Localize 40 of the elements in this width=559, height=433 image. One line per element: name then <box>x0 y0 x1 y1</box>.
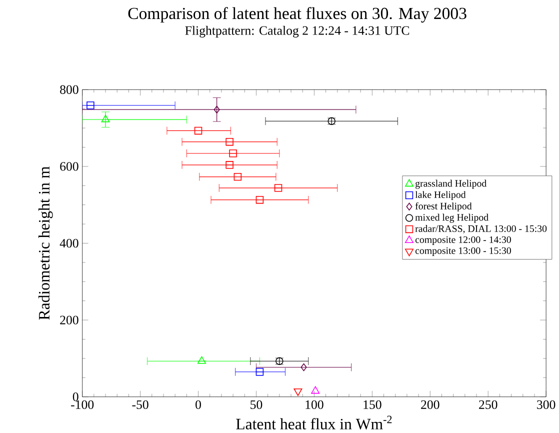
y-tick-label: 0 <box>72 392 78 402</box>
x-tick-label: 0 <box>196 400 201 410</box>
y-tick-label: 200 <box>60 316 78 324</box>
point <box>234 173 242 181</box>
point <box>256 196 264 204</box>
y-tick-label: 600 <box>60 162 78 171</box>
x-tick-label: 50 <box>250 400 262 410</box>
point <box>197 356 206 364</box>
point <box>256 368 264 376</box>
x-tick-label: -50 <box>132 400 148 410</box>
y-tick-label: 800 <box>60 85 78 94</box>
chart-subtitle: Flightpattern: Catalog 2 12:24 - 14:31 UTC <box>185 26 410 38</box>
point <box>101 114 110 122</box>
legend-label: lake Helipod <box>415 191 466 200</box>
point <box>226 138 234 146</box>
y-tick-label: 400 <box>60 239 78 248</box>
point <box>226 161 234 169</box>
x-tick-label: 150 <box>364 400 382 410</box>
legend-label: radar/RASS, DIAL 13:00 - 15:30 <box>415 225 547 234</box>
point <box>214 106 220 114</box>
point <box>311 386 320 394</box>
x-tick-label: 200 <box>421 400 440 410</box>
point <box>294 388 302 396</box>
legend-label: mixed leg Helipod <box>415 214 488 223</box>
chart-title: Comparison of latent heat fluxes on 30. May 2003 <box>128 7 466 23</box>
legend-label: composite 12:00 - 14:30 <box>415 236 511 246</box>
legend-label: forest Helipod <box>415 202 472 212</box>
x-tick-label: 250 <box>479 400 498 410</box>
x-tick-label: 100 <box>306 400 324 410</box>
point <box>229 150 237 158</box>
legend-label: composite 13:00 - 15:30 <box>415 247 511 256</box>
x-tick-label: 300 <box>537 400 556 410</box>
x-tick-label: -100 <box>71 400 94 410</box>
legend-label: grassland Helipod <box>416 180 487 189</box>
point <box>300 363 307 372</box>
point <box>86 102 94 110</box>
y-axis-title: Radiometric height in m <box>38 166 53 320</box>
point <box>274 184 282 192</box>
x-axis-title: Latent heat flux in Wm$^{-2}$ <box>236 416 392 430</box>
point <box>194 126 202 135</box>
